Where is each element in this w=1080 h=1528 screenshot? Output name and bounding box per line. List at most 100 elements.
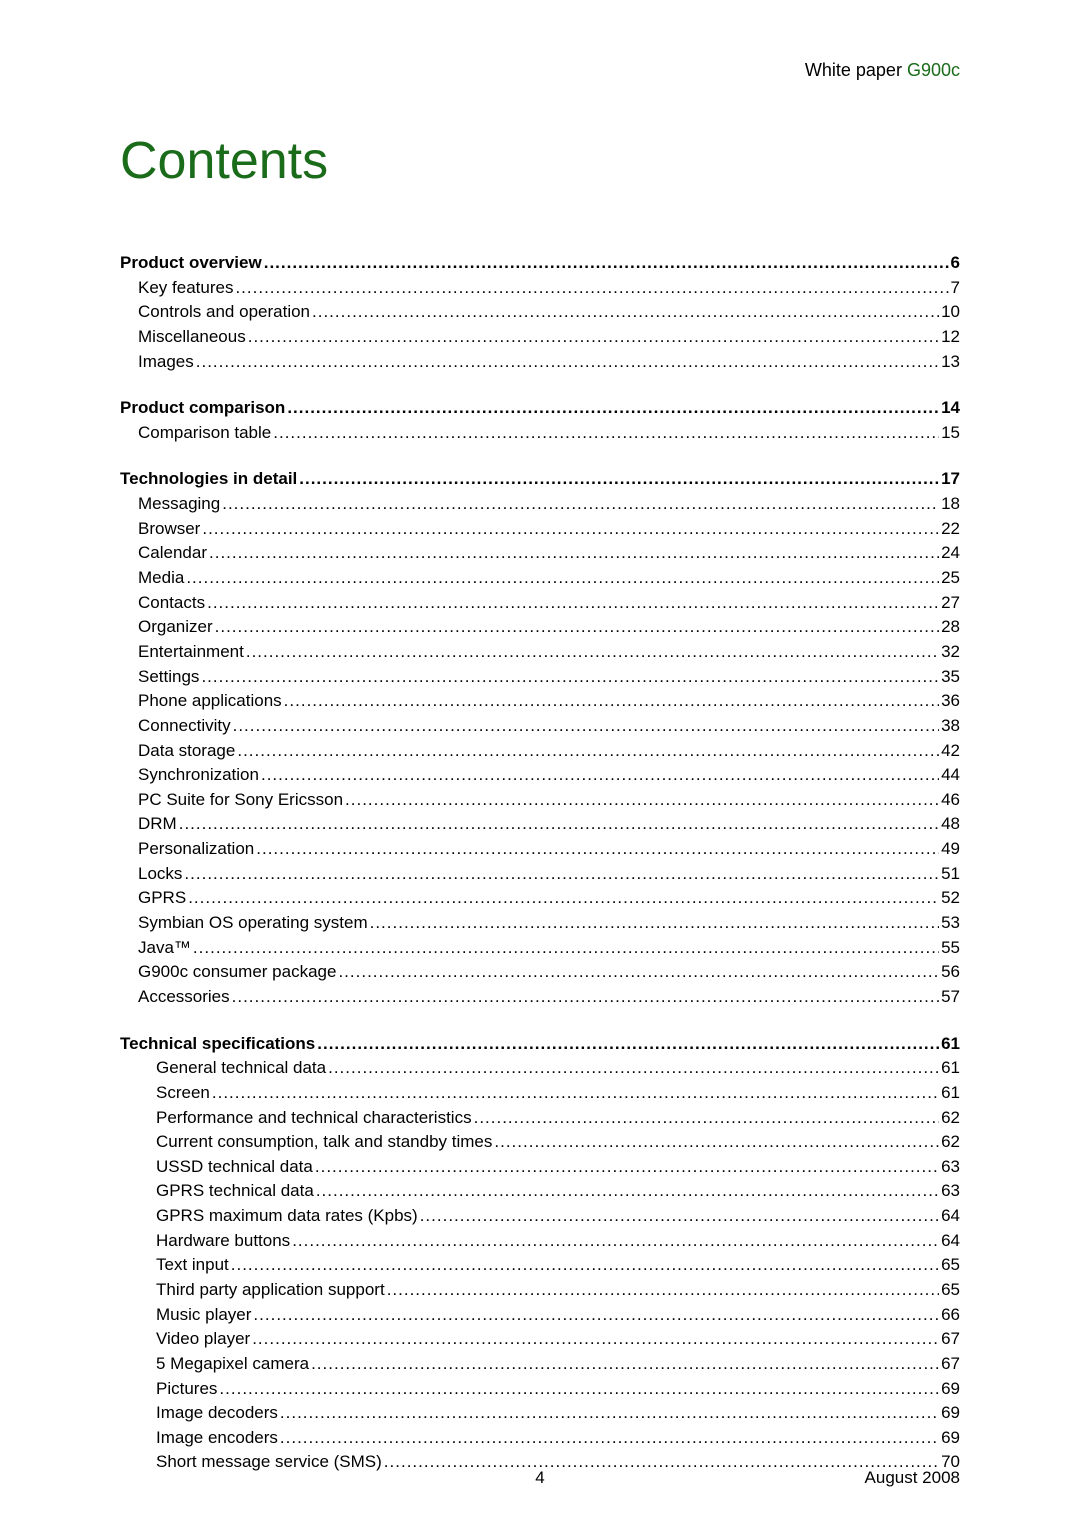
toc-item-page: 38 [941,714,960,739]
toc-item-row: Hardware buttons 64 [120,1229,960,1254]
toc-item-page: 13 [941,350,960,375]
toc-item-page: 63 [941,1179,960,1204]
toc-item-label: Media [138,566,184,591]
toc-item-label: Contacts [138,591,205,616]
toc-leader-dots [299,467,939,492]
toc-item-row: Settings 35 [120,665,960,690]
toc-item-label: Data storage [138,739,235,764]
toc-leader-dots [387,1278,939,1303]
toc-item-row: Key features 7 [120,276,960,301]
toc-item-label: Symbian OS operating system [138,911,368,936]
toc-leader-dots [256,837,939,862]
toc-leader-dots [237,739,939,764]
toc-item-page: 25 [941,566,960,591]
toc-item-label: Locks [138,862,182,887]
toc-item-page: 55 [941,936,960,961]
toc-leader-dots [316,1179,939,1204]
page: White paper G900c Contents Product overv… [0,0,1080,1528]
toc-item-row: Synchronization 44 [120,763,960,788]
toc-item-page: 62 [941,1130,960,1155]
toc-heading-page: 14 [941,396,960,421]
toc-leader-dots [209,541,939,566]
toc-leader-dots [188,886,939,911]
toc-item-page: 27 [941,591,960,616]
toc-item-row: Personalization 49 [120,837,960,862]
toc-leader-dots [231,1253,939,1278]
toc-item-page: 44 [941,763,960,788]
toc-item-label: Screen [156,1081,210,1106]
toc-leader-dots [312,300,939,325]
toc-leader-dots [207,591,939,616]
toc-item-row: Controls and operation 10 [120,300,960,325]
toc-leader-dots [196,350,939,375]
toc-item-row: Organizer 28 [120,615,960,640]
toc-leader-dots [246,640,939,665]
toc-item-row: GPRS technical data 63 [120,1179,960,1204]
toc-item-row: Image decoders 69 [120,1401,960,1426]
toc-item-label: Music player [156,1303,251,1328]
toc-item-page: 69 [941,1401,960,1426]
toc-item-label: Messaging [138,492,220,517]
toc-leader-dots [222,492,939,517]
page-footer: 4 August 2008 [120,1468,960,1488]
toc-item-page: 35 [941,665,960,690]
toc-item-page: 61 [941,1081,960,1106]
toc-leader-dots [235,276,948,301]
toc-item-row: General technical data 61 [120,1056,960,1081]
toc-item-page: 10 [941,300,960,325]
toc-item-label: Comparison table [138,421,271,446]
toc-leader-dots [338,960,939,985]
toc-item-row: DRM 48 [120,812,960,837]
toc-heading-row: Technologies in detail 17 [120,467,960,492]
toc-item-row: Screen 61 [120,1081,960,1106]
toc-item-row: Entertainment 32 [120,640,960,665]
toc-item-row: Performance and technical characteristic… [120,1106,960,1131]
toc-item-page: 49 [941,837,960,862]
toc-leader-dots [273,421,939,446]
toc-item-row: Comparison table 15 [120,421,960,446]
toc-item-page: 22 [941,517,960,542]
toc-item-row: Video player 67 [120,1327,960,1352]
toc-item-label: Phone applications [138,689,282,714]
toc-item-page: 64 [941,1229,960,1254]
toc-heading-label: Technologies in detail [120,467,297,492]
toc-item-row: Locks 51 [120,862,960,887]
page-title: Contents [120,131,960,191]
toc-leader-dots [253,1303,939,1328]
toc-item-label: Images [138,350,194,375]
toc-heading-label: Product overview [120,251,262,276]
document-header: White paper G900c [120,60,960,81]
toc-leader-dots [202,517,939,542]
toc-item-label: Image encoders [156,1426,278,1451]
toc-item-row: Third party application support 65 [120,1278,960,1303]
toc-item-label: Browser [138,517,200,542]
toc-item-page: 63 [941,1155,960,1180]
toc-leader-dots [345,788,939,813]
toc-item-page: 12 [941,325,960,350]
toc-leader-dots [212,1081,939,1106]
toc-section: Technologies in detail 17Messaging 18Bro… [120,467,960,1009]
toc-leader-dots [284,689,939,714]
toc-item-label: Hardware buttons [156,1229,290,1254]
toc-item-label: Calendar [138,541,207,566]
toc-section: Technical specifications 61General techn… [120,1032,960,1476]
toc-item-page: 42 [941,739,960,764]
toc-item-row: Current consumption, talk and standby ti… [120,1130,960,1155]
toc-leader-dots [252,1327,939,1352]
toc-item-page: 48 [941,812,960,837]
toc-leader-dots [215,615,939,640]
toc-item-row: Symbian OS operating system 53 [120,911,960,936]
toc-section: Product overview 6Key features 7Controls… [120,251,960,374]
toc-item-row: Accessories 57 [120,985,960,1010]
toc-item-page: 67 [941,1352,960,1377]
toc-leader-dots [186,566,939,591]
toc-item-row: Data storage 42 [120,739,960,764]
toc-item-page: 65 [941,1253,960,1278]
toc-item-row: Pictures 69 [120,1377,960,1402]
toc-leader-dots [201,665,939,690]
toc-item-label: Third party application support [156,1278,385,1303]
toc-item-label: Text input [156,1253,229,1278]
toc-leader-dots [219,1377,939,1402]
toc-item-page: 62 [941,1106,960,1131]
toc-item-page: 57 [941,985,960,1010]
